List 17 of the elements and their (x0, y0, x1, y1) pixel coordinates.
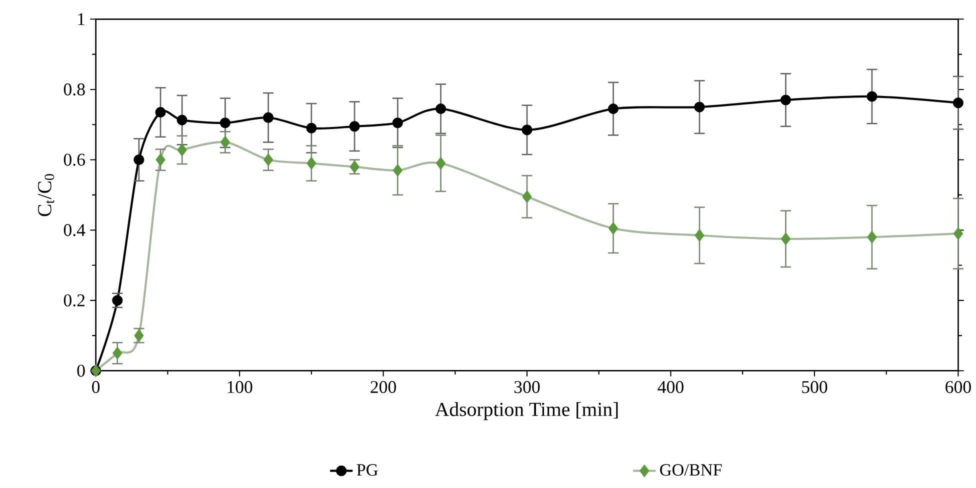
y-tick-label: 1 (78, 13, 84, 26)
y-tick-label: 0.6 (64, 154, 85, 166)
legend-label: PG (356, 464, 378, 476)
y-axis-title: C$_{t}$/C$_{0}$ (38, 174, 54, 216)
x-tick-label: 300 (514, 381, 540, 394)
y-tick-label: 0 (77, 364, 85, 377)
legend-label: GO/BNF (660, 464, 722, 476)
y-tick-label: 0.4 (64, 224, 86, 236)
x-tick-label: 0 (92, 381, 100, 394)
x-tick-label: 600 (946, 381, 971, 394)
y-tick-label: 0.8 (64, 84, 85, 96)
x-tick-label: 100 (228, 381, 252, 394)
x-tick-label: 200 (370, 381, 396, 394)
x-axis-title: Adsorption Time [min] (435, 402, 618, 420)
y-tick-label: 0.2 (64, 294, 85, 307)
x-tick-label: 400 (658, 381, 684, 394)
x-tick-label: 500 (802, 381, 828, 394)
